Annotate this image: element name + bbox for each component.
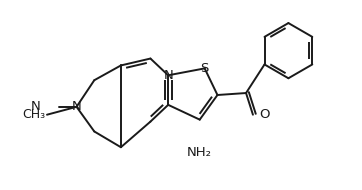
Text: CH₃: CH₃ (22, 108, 45, 121)
Text: NH₂: NH₂ (187, 146, 212, 159)
Text: O: O (259, 108, 269, 121)
Text: N: N (163, 69, 173, 82)
Text: S: S (201, 62, 209, 75)
Text: N: N (30, 100, 40, 113)
Text: N: N (72, 100, 81, 113)
